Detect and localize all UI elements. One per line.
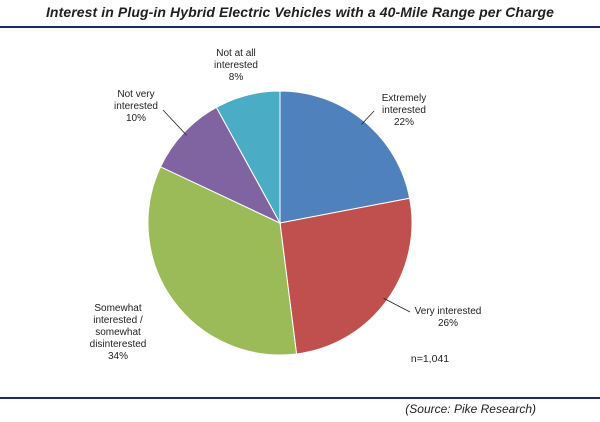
slice-labels: Extremely interested 22% Very interested 26%… — [90, 48, 482, 362]
leader-line-2 — [383, 297, 411, 313]
slice-label-4: Not very interested 10% — [114, 89, 158, 124]
top-rule — [0, 26, 600, 28]
pie-slice-5 — [215, 90, 281, 224]
leader-lines — [162, 109, 411, 313]
bottom-rule — [0, 397, 600, 399]
chart-title: Interest in Plug-in Hybrid Electric Vehi… — [45, 4, 555, 20]
leader-line-4 — [162, 109, 187, 136]
leader-line-1 — [361, 110, 375, 125]
slice-label-2: Very interested 26% — [415, 306, 482, 329]
source-note: (Source: Pike Research) — [405, 402, 536, 416]
slice-label-5: Not at all interested 8% — [214, 48, 258, 83]
slice-label-1: Extremely interested 22% — [382, 93, 426, 128]
sample-size-note: n=1,041 — [411, 353, 449, 365]
pie-slice-2 — [279, 197, 413, 355]
pie-slices — [147, 90, 413, 356]
slice-label-3: Somewhat interested / somewhat disintereste… — [90, 303, 147, 362]
